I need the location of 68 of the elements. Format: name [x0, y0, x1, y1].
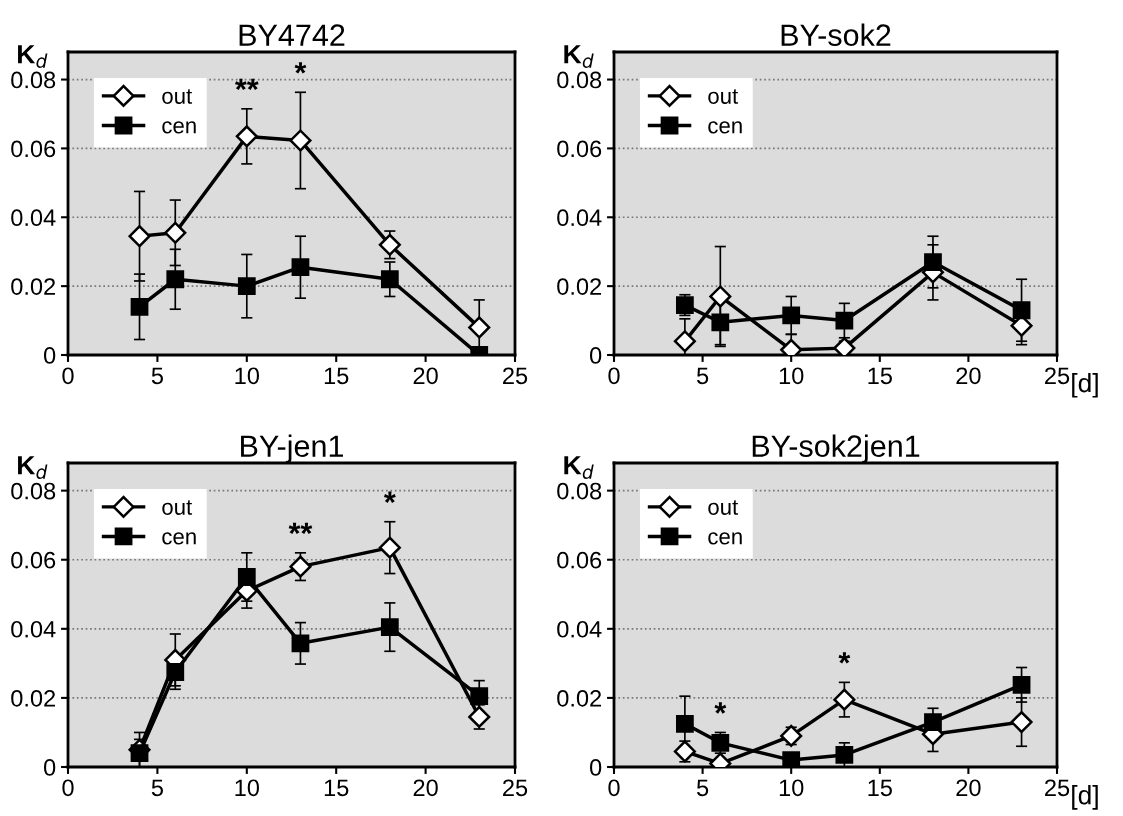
- y-tick-label: 0.02: [11, 278, 56, 295]
- y-tick-label: 0.04: [11, 620, 56, 638]
- y-tick-label: 0.04: [557, 209, 602, 227]
- x-tick-label: 0: [608, 367, 620, 385]
- x-tick-label: 20: [956, 367, 981, 385]
- y-tick-label: 0: [43, 347, 56, 364]
- x-tick-label: 15: [324, 367, 349, 385]
- x-tick-label: 10: [779, 779, 804, 797]
- annotation: **: [288, 522, 313, 535]
- legend-label: cen: [162, 121, 196, 134]
- y-tick-label: 0.06: [557, 140, 602, 158]
- y-tick-label: 0.06: [557, 551, 602, 569]
- y-tick-label: 0.08: [11, 71, 56, 89]
- y-tick-label: 0.02: [557, 689, 602, 707]
- y-axis-title: K$_{d}$: [18, 45, 48, 68]
- annotation: *: [294, 62, 307, 74]
- y-tick-label: 0.02: [557, 278, 602, 295]
- annotation: **: [235, 78, 259, 91]
- y-axis-title: K$_{d}$: [564, 456, 594, 479]
- legend-label: out: [708, 89, 739, 104]
- x-tick-label: 20: [956, 779, 981, 797]
- x-tick-label: 15: [868, 367, 892, 385]
- chart-title: BY-sok2: [781, 23, 891, 46]
- x-tick-label: 25: [1045, 367, 1070, 385]
- annotation: *: [383, 491, 396, 503]
- chart-title: BY-jen1: [241, 434, 343, 463]
- x-tick-label: 0: [608, 779, 620, 797]
- x-tick-label: 25: [503, 367, 528, 385]
- y-tick-label: 0.08: [557, 482, 602, 500]
- y-tick-label: 0.06: [11, 140, 56, 158]
- x-tick-label: 25: [503, 779, 528, 797]
- legend-label: out: [708, 500, 739, 515]
- x-axis-title: [d]: [1072, 373, 1098, 398]
- chart-title: BY-sok2jen1: [752, 434, 920, 463]
- x-tick-label: 10: [779, 367, 804, 385]
- x-tick-label: 20: [413, 779, 438, 797]
- x-tick-label: 0: [62, 779, 74, 797]
- x-tick-label: 10: [235, 367, 260, 385]
- x-tick-label: 15: [324, 779, 349, 797]
- x-tick-label: 5: [696, 779, 709, 797]
- x-axis-title: [d]: [1072, 785, 1098, 810]
- x-tick-label: 10: [235, 779, 260, 797]
- chart-title: BY4742: [239, 24, 345, 46]
- x-tick-label: 15: [868, 779, 892, 797]
- y-axis-title: K$_{d}$: [564, 45, 594, 68]
- x-tick-label: 25: [1045, 779, 1070, 797]
- annotation: *: [714, 702, 727, 714]
- x-tick-label: 20: [413, 367, 438, 385]
- y-tick-label: 0: [589, 759, 602, 776]
- legend-label: cen: [162, 532, 196, 545]
- y-tick-label: 0.08: [557, 71, 602, 89]
- legend-label: cen: [708, 532, 742, 545]
- legend-label: out: [162, 89, 193, 104]
- y-tick-label: 0.02: [11, 689, 56, 707]
- y-tick-label: 0.06: [11, 551, 56, 569]
- y-tick-label: 0.04: [11, 209, 56, 227]
- y-tick-label: 0: [43, 759, 56, 776]
- x-tick-label: 0: [62, 367, 74, 385]
- y-tick-label: 0: [589, 347, 602, 364]
- y-tick-label: 0.08: [11, 482, 56, 500]
- y-tick-label: 0.04: [557, 620, 602, 638]
- x-tick-label: 5: [696, 367, 709, 385]
- legend-label: cen: [708, 121, 742, 134]
- y-axis-title: K$_{d}$: [18, 456, 48, 479]
- x-tick-label: 5: [151, 367, 163, 385]
- legend-label: out: [162, 500, 193, 515]
- x-tick-label: 5: [151, 779, 163, 797]
- annotation: *: [838, 652, 851, 664]
